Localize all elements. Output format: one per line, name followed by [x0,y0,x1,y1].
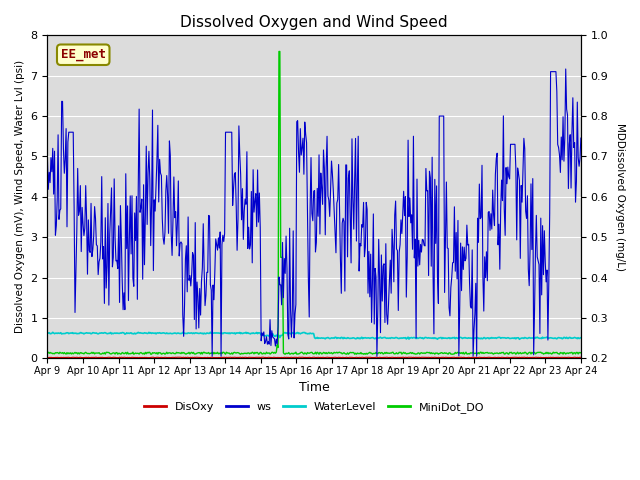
Y-axis label: Dissolved Oxygen (mV), Wind Speed, Water Lvl (psi): Dissolved Oxygen (mV), Wind Speed, Water… [15,60,25,333]
Text: EE_met: EE_met [61,48,106,61]
X-axis label: Time: Time [299,382,330,395]
Legend: DisOxy, ws, WaterLevel, MiniDot_DO: DisOxy, ws, WaterLevel, MiniDot_DO [140,397,488,417]
Title: Dissolved Oxygen and Wind Speed: Dissolved Oxygen and Wind Speed [180,15,448,30]
Y-axis label: MDDissolved Oxygen (mg/L): MDDissolved Oxygen (mg/L) [615,123,625,271]
